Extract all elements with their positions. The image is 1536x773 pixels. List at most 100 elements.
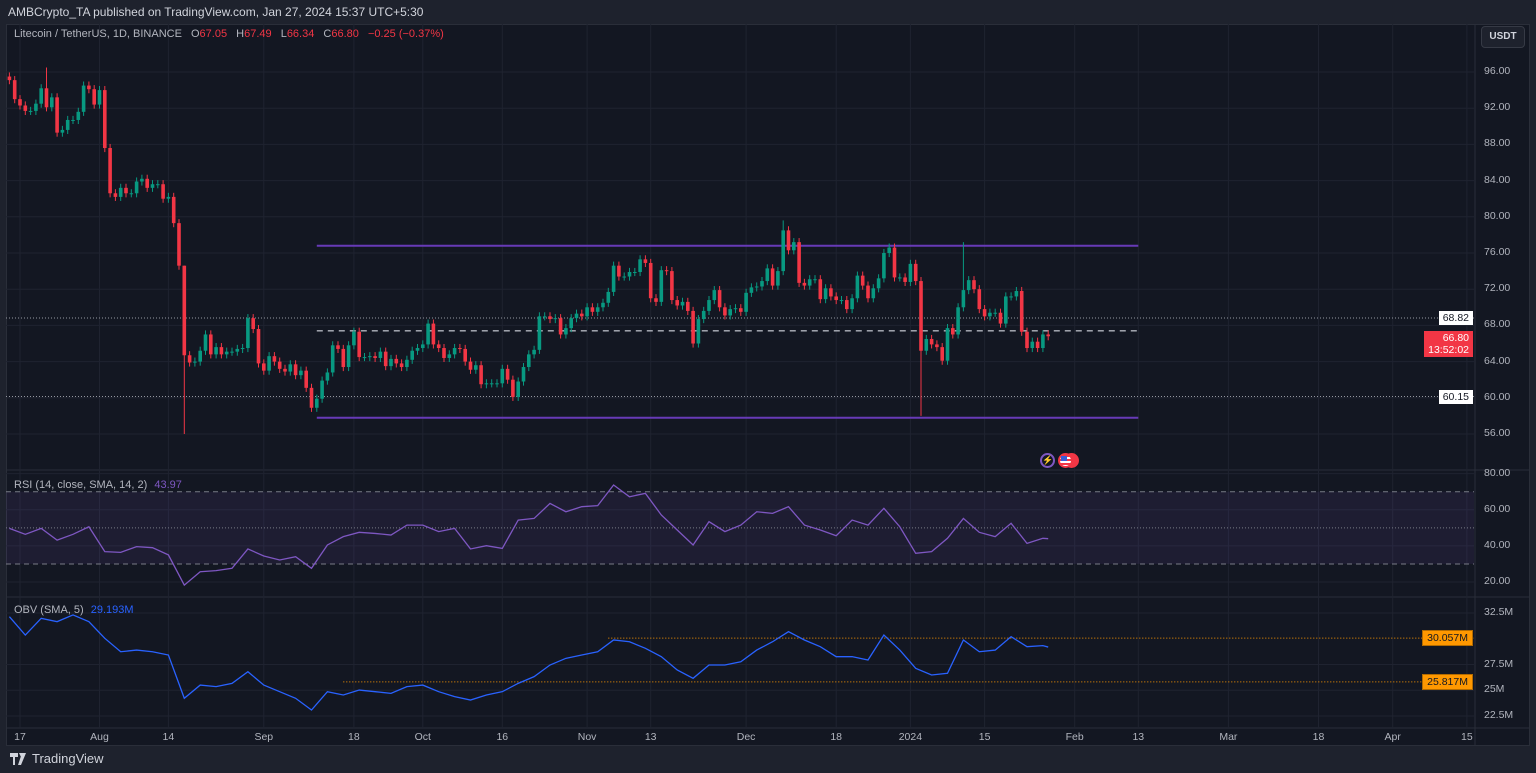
- candle: [887, 243, 891, 258]
- candle: [484, 379, 489, 389]
- candle-body: [664, 270, 669, 272]
- lightning-icon[interactable]: ⚡: [1040, 453, 1055, 468]
- candle-body: [352, 331, 356, 346]
- candle-body: [675, 300, 679, 306]
- tradingview-logo[interactable]: TradingView: [10, 751, 104, 766]
- candle-body: [378, 351, 383, 358]
- candle-body: [601, 302, 605, 308]
- candle: [50, 93, 54, 112]
- candle: [966, 276, 971, 295]
- candle: [113, 189, 118, 201]
- candle: [489, 379, 494, 388]
- price-axis-label: 96.00: [1484, 65, 1511, 77]
- candle-body: [1009, 296, 1013, 298]
- currency-button[interactable]: USDT: [1481, 26, 1525, 48]
- candle-body: [845, 300, 849, 310]
- candle-body: [1035, 341, 1040, 349]
- candle: [654, 294, 658, 306]
- candle-body: [707, 300, 711, 311]
- candle: [871, 284, 876, 303]
- candle: [373, 352, 377, 363]
- candle-body: [701, 310, 706, 320]
- candle: [44, 67, 49, 112]
- candle-body: [235, 348, 240, 352]
- candle-body: [924, 338, 929, 351]
- candle-body: [627, 272, 632, 277]
- candle-body: [866, 285, 870, 299]
- candle-body: [484, 383, 489, 385]
- candle-body: [903, 277, 907, 282]
- candle-body: [341, 348, 346, 368]
- candle: [166, 192, 171, 203]
- candle: [527, 350, 531, 372]
- candle: [187, 351, 192, 367]
- candle: [389, 354, 393, 371]
- candle: [712, 286, 717, 305]
- candle: [209, 330, 213, 359]
- time-axis-label: Feb: [1065, 731, 1084, 743]
- symbol-name[interactable]: Litecoin / TetherUS, 1D, BINANCE: [14, 28, 182, 40]
- candle-body: [580, 313, 584, 317]
- rsi-line: [9, 484, 1049, 587]
- candle: [792, 238, 796, 255]
- candle: [378, 347, 383, 363]
- candle: [1041, 330, 1045, 353]
- rsi-legend[interactable]: RSI (14, close, SMA, 14, 2) 43.97: [14, 479, 182, 491]
- candle-body: [118, 187, 123, 197]
- candle: [442, 343, 446, 363]
- candle: [919, 276, 923, 416]
- candle: [807, 275, 812, 290]
- candle-body: [256, 329, 261, 364]
- candle-body: [55, 97, 59, 133]
- candle: [145, 174, 149, 192]
- candle: [458, 343, 462, 354]
- candle: [664, 266, 669, 276]
- candle-body: [405, 359, 409, 368]
- candle: [829, 284, 833, 301]
- candle: [564, 324, 568, 339]
- candle-body: [103, 90, 107, 149]
- candle: [892, 243, 897, 282]
- candle: [924, 334, 929, 355]
- candle: [283, 364, 287, 376]
- candle-body: [744, 292, 748, 312]
- obv-legend[interactable]: OBV (SMA, 5) 29.193M: [14, 604, 134, 616]
- candle-body: [203, 334, 208, 351]
- candle: [998, 308, 1003, 328]
- publish-bar: AMBCrypto_TA published on TradingView.co…: [0, 0, 1536, 24]
- candle: [590, 303, 595, 316]
- candle-body: [71, 119, 75, 121]
- candle-body: [7, 76, 12, 81]
- candle-body: [219, 347, 224, 355]
- candle: [330, 341, 335, 377]
- candle-body: [956, 307, 960, 335]
- candle-body: [87, 85, 91, 90]
- candle-body: [527, 354, 531, 368]
- candle-body: [124, 187, 128, 194]
- candle: [558, 314, 563, 339]
- us-flag-icon[interactable]: [1058, 453, 1073, 468]
- candle-body: [892, 247, 897, 278]
- candle: [680, 297, 685, 310]
- candle-body: [860, 275, 865, 286]
- candle-body: [34, 103, 38, 111]
- candle-body: [659, 270, 664, 302]
- low-value: 66.34: [286, 28, 315, 40]
- candle-body: [198, 350, 202, 362]
- candle-body: [330, 345, 335, 373]
- candle-body: [299, 370, 303, 376]
- candle-body: [60, 129, 65, 133]
- symbol-legend[interactable]: Litecoin / TetherUS, 1D, BINANCE O67.05 …: [14, 28, 444, 40]
- candle: [65, 115, 70, 134]
- candle-body: [691, 310, 695, 344]
- time-axis-label: 2024: [898, 731, 923, 743]
- candle-body: [622, 276, 626, 278]
- candle: [802, 278, 807, 290]
- high-value: 67.49: [244, 28, 272, 40]
- candle-body: [97, 90, 102, 105]
- candle-body: [129, 193, 134, 195]
- time-axis-label: 18: [348, 731, 360, 743]
- price-axis-label: 92.00: [1484, 101, 1511, 114]
- candle: [537, 312, 542, 354]
